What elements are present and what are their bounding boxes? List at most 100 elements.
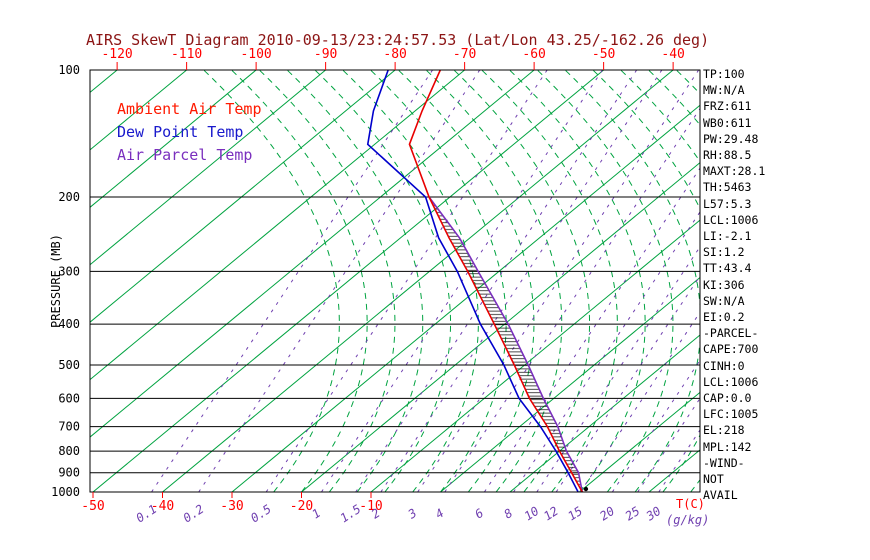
mixing-ratio-line [151, 70, 433, 492]
stat-line: LCL:1006 [703, 212, 759, 227]
mixing-ratio-line [355, 70, 638, 492]
mixing-ratio-label: 25 [623, 504, 643, 524]
isotherm-line [509, 334, 700, 492]
stat-line: CAP:0.0 [703, 391, 752, 406]
pressure-axis-label: 600 [58, 391, 80, 405]
stat-line: TH:5463 [703, 180, 752, 195]
mixing-ratio-label: 6 [472, 506, 486, 522]
isotherm-line [90, 70, 257, 208]
mixing-ratio-label: 15 [565, 504, 585, 524]
stat-line: TT:43.4 [703, 261, 752, 276]
top-axis-label: -50 [592, 47, 615, 62]
stat-line: NOT [703, 472, 724, 487]
stat-line: WB0:611 [703, 115, 752, 130]
bottom-axis-label: -50 [81, 499, 104, 514]
pressure-axis-label: 300 [58, 264, 80, 278]
pressure-axis-label: 700 [58, 420, 80, 434]
bottom-axis-label: -10 [359, 499, 382, 514]
top-axis-label: -60 [522, 47, 545, 62]
moist-adiabat-line [509, 70, 646, 492]
mixing-ratio-line [483, 167, 700, 492]
stat-line: CINH:0 [703, 358, 745, 373]
pressure-axis-label: 400 [58, 317, 80, 331]
pressure-axis-label: 200 [58, 190, 80, 204]
stat-line: SI:1.2 [703, 245, 745, 260]
moist-adiabat-line [425, 70, 563, 492]
moist-adiabat-line [370, 70, 507, 492]
top-axis-label: -120 [101, 47, 132, 62]
legend-item: Dew Point Temp [117, 123, 244, 141]
isotherm-line [162, 70, 674, 492]
stat-line: -PARCEL- [703, 326, 759, 341]
top-axis-label: -40 [661, 47, 684, 62]
mixing-ratio-line [265, 70, 548, 492]
moist-adiabat-line [536, 70, 674, 492]
air-parcel-temp-curve [428, 196, 584, 492]
pressure-axis-label: 1000 [51, 485, 80, 499]
stat-line: TP:100 [703, 67, 745, 81]
isotherm-line [579, 391, 700, 492]
stat-line: LCL:1006 [703, 374, 759, 389]
mixing-ratio-label: 0.2 [181, 502, 207, 526]
top-axis-label: -90 [314, 47, 337, 62]
moist-adiabat-line [314, 70, 451, 492]
stat-line: RH:88.5 [703, 148, 752, 163]
bottom-axis-label: -20 [290, 499, 313, 514]
stat-line: KI:306 [703, 277, 745, 292]
moist-adiabat-line [564, 70, 700, 492]
mixing-ratio-line [417, 70, 700, 492]
stat-line: -WIND- [703, 455, 745, 470]
top-axis-label: -110 [171, 47, 202, 62]
dew-point-temp-curve [366, 70, 579, 492]
chart-title: AIRS SkewT Diagram 2010-09-13/23:24:57.5… [86, 31, 710, 49]
bottom-axis-label: -40 [151, 499, 174, 514]
stats-panel: TP:100 MW:N/A FRZ:611 WB0:611 PW:29.48 RH:88.… [703, 66, 765, 503]
stat-line: LI:-2.1 [703, 229, 752, 244]
mixing-ratio-label: 20 [597, 504, 617, 524]
stat-line: AVAIL [703, 488, 738, 503]
isotherm-line [301, 162, 700, 492]
temp-unit-label: T(C) [676, 497, 705, 511]
pressure-axis-label: 800 [58, 444, 80, 458]
mixing-ratio-label: 12 [541, 504, 561, 524]
mixing-ratio-line [513, 211, 700, 492]
isotherm-line [90, 70, 187, 151]
moist-adiabat-line [203, 70, 340, 492]
isotherm-line [90, 70, 535, 438]
mixing-ratio-label: 10 [522, 504, 542, 524]
stat-line: FRZ:611 [703, 99, 752, 114]
moist-adiabat-line [231, 70, 368, 492]
mixing-ratio-line [380, 70, 663, 492]
sounding-layer [366, 70, 584, 492]
mixing-ratio-line [555, 275, 700, 492]
bottom-axis-label: -30 [220, 499, 243, 514]
mixing-unit-label: (g/kg) [666, 513, 709, 527]
isotherm-line [370, 219, 700, 492]
surface-marker [583, 486, 589, 492]
cape-hatch-area [429, 197, 583, 492]
moist-adiabat-line [286, 70, 424, 492]
isotherm-line [231, 104, 700, 492]
stat-line: SW:N/A [703, 293, 745, 308]
mixing-ratio-label: 30 [643, 504, 664, 524]
isotherm-line [90, 70, 396, 323]
mixing-ratio-line [198, 70, 481, 492]
mixing-ratio-label: 3 [405, 506, 420, 522]
stat-line: EI:0.2 [703, 310, 745, 325]
moist-adiabat-line [258, 70, 396, 492]
stat-line: MAXT:28.1 [703, 164, 766, 179]
moist-adiabat-line [397, 70, 535, 492]
legend-item: Ambient Air Temp [117, 100, 262, 118]
stat-line: MW:N/A [703, 83, 745, 98]
top-axis-label: -70 [453, 47, 476, 62]
isotherm-line [90, 70, 326, 266]
stat-line: L57:5.3 [703, 196, 752, 211]
pressure-axis-label: 900 [58, 466, 80, 480]
mixing-ratio-line [444, 107, 700, 492]
ambient-air-temp-curve [408, 70, 583, 492]
isotherm-line [90, 70, 465, 381]
pressure-axis-title: PRESSURE (MB) [49, 234, 63, 328]
moist-adiabat-line [481, 70, 618, 492]
mixing-ratio-label: 1 [309, 506, 323, 522]
moist-adiabat-line [620, 70, 700, 492]
